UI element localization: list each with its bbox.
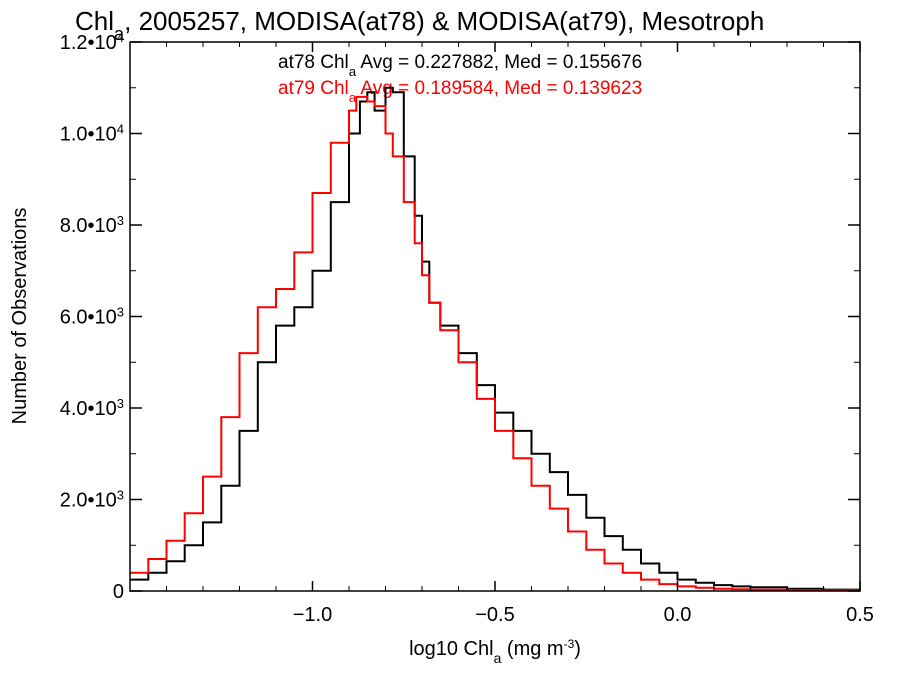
x-tick-label: −0.5 — [475, 604, 514, 626]
text-part: at78 Chl — [278, 52, 349, 73]
x-tick-label: 0.0 — [664, 604, 692, 626]
y-axis-label: Number of Observations — [9, 208, 31, 425]
x-tick-label: −1.0 — [293, 604, 332, 626]
x-axis-label: log10 Chla (mg m-3) — [409, 637, 581, 666]
y-tick-mantissa: 8.0•10 — [60, 215, 117, 237]
y-tick-mantissa: 1.2•10 — [60, 32, 117, 54]
text-part: a — [114, 24, 125, 44]
plot-series — [130, 86, 861, 592]
text-part: Chl — [75, 6, 114, 36]
text-part: Avg = 0.189584, Med = 0.139623 — [356, 78, 642, 99]
annotation-1: at78 Chla Avg = 0.227882, Med = 0.155676 — [278, 52, 642, 79]
text-part: ) — [574, 638, 581, 660]
y-tick-exponent: 3 — [117, 213, 124, 228]
y-tick-mantissa: 0 — [113, 581, 124, 603]
text-part: log10 Chl — [409, 638, 494, 660]
y-tick-label: 8.0•103 — [60, 213, 124, 238]
x-axis: −1.0 −0.5 0.0 0.5 — [129, 42, 874, 626]
y-tick-label: 0 — [113, 581, 124, 603]
y-tick-exponent: 3 — [117, 487, 124, 502]
y-tick-label: 2.0•103 — [60, 487, 124, 512]
y-tick-exponent: 4 — [117, 121, 124, 136]
text-part: a — [349, 90, 357, 105]
y-tick-mantissa: 6.0•10 — [60, 307, 117, 329]
y-tick-mantissa: 2.0•10 — [60, 490, 117, 512]
text-part: -3 — [564, 637, 575, 651]
y-tick-mantissa: 4.0•10 — [60, 398, 117, 420]
text-part: a — [349, 64, 357, 79]
text-part: Avg = 0.227882, Med = 0.155676 — [356, 52, 642, 73]
y-tick-label: 6.0•103 — [60, 304, 124, 329]
y-tick-mantissa: 1.0•10 — [60, 124, 117, 146]
y-axis: 02.0•1034.0•1036.0•1038.0•1031.0•1041.2•… — [60, 30, 860, 603]
plot-frame — [129, 41, 861, 592]
text-part: , 2005257, MODISA(at78) & MODISA(at79), … — [124, 6, 764, 36]
text-part: a — [494, 650, 502, 666]
y-tick-exponent: 3 — [117, 304, 124, 319]
text-part: at79 Chl — [278, 78, 349, 99]
y-tick-exponent: 3 — [117, 396, 124, 411]
y-tick-exponent: 4 — [117, 30, 124, 45]
y-tick-label: 1.0•104 — [60, 121, 124, 146]
x-tick-label: 0.5 — [846, 604, 874, 626]
annotations: at78 Chla Avg = 0.227882, Med = 0.155676… — [278, 52, 642, 105]
series-line-2 — [130, 95, 861, 592]
series-line-1 — [130, 86, 861, 591]
y-tick-label: 1.2•104 — [60, 30, 124, 55]
chart-title: Chla, 2005257, MODISA(at78) & MODISA(at7… — [75, 6, 764, 44]
text-part: (mg m — [501, 638, 563, 660]
annotation-2: at79 Chla Avg = 0.189584, Med = 0.139623 — [278, 78, 642, 105]
y-tick-label: 4.0•103 — [60, 396, 124, 421]
